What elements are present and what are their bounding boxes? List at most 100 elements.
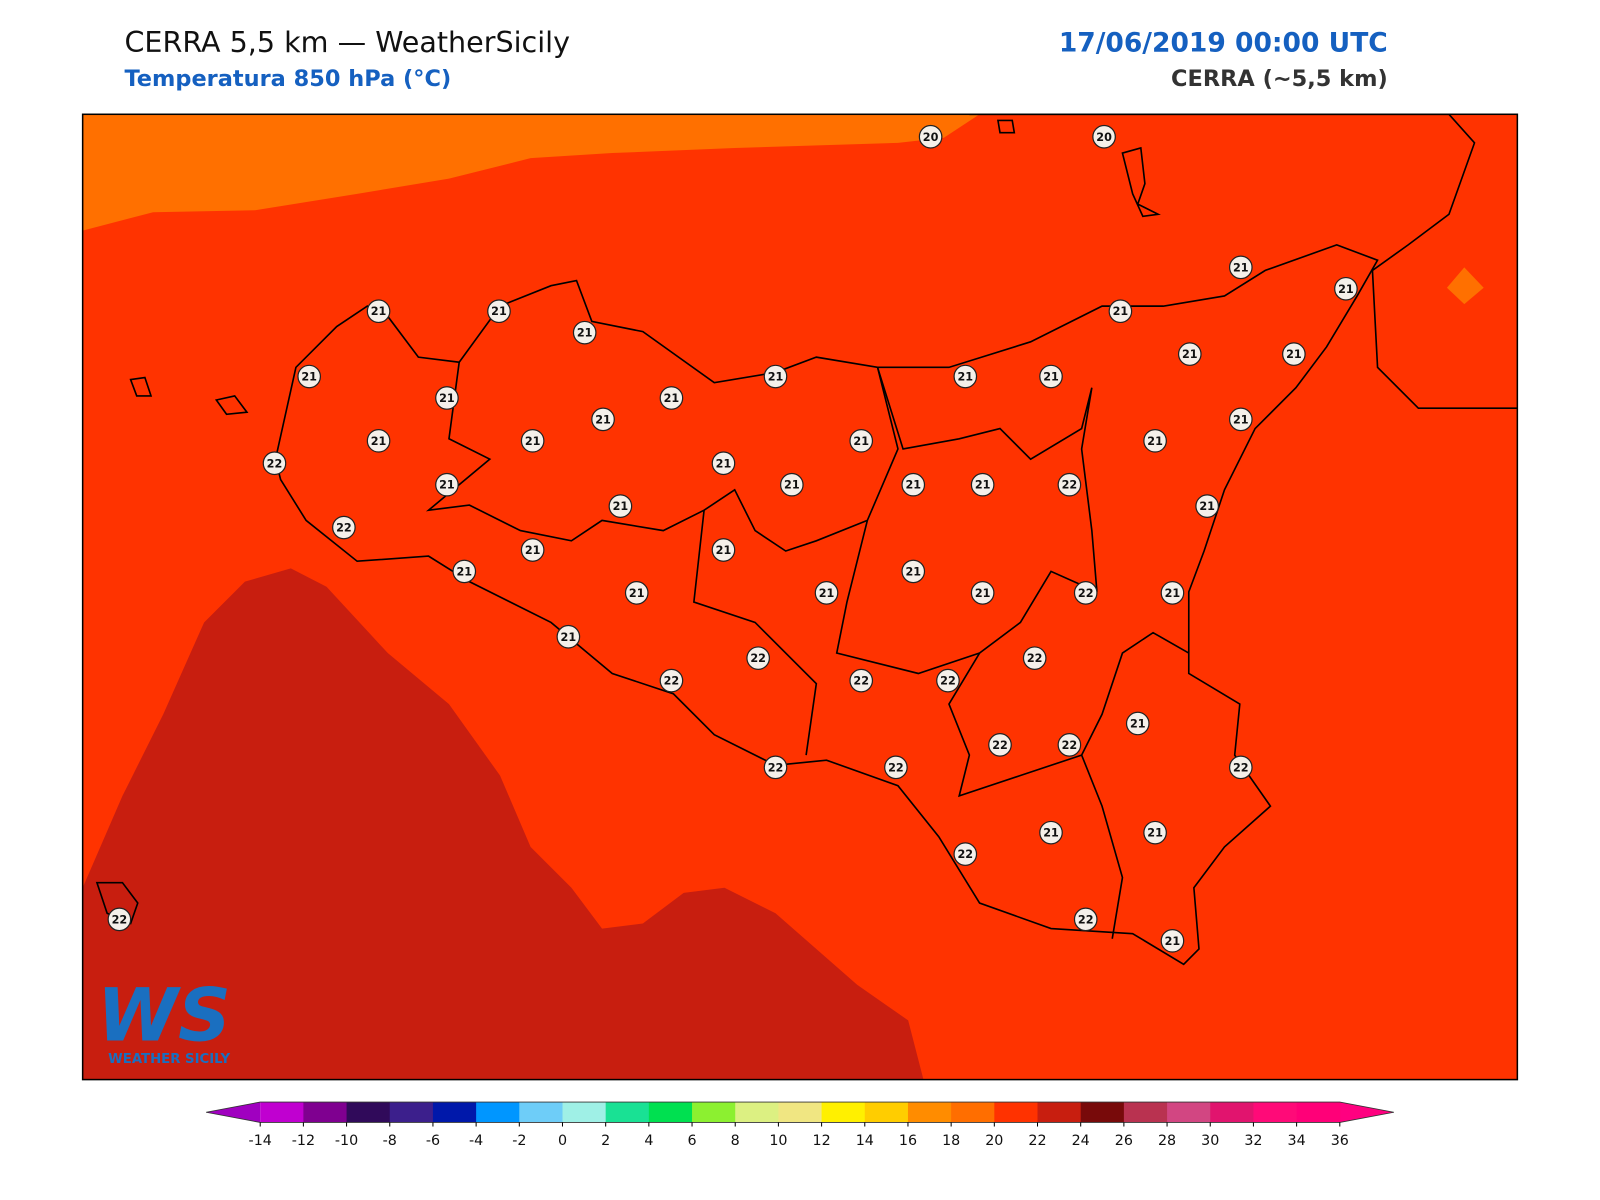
station: 21: [1282, 342, 1306, 366]
colorbar-under: [206, 1102, 261, 1123]
colorbar-tick-label: -10: [335, 1133, 358, 1149]
station-marker: [953, 842, 978, 866]
colorbar-tick-label: -12: [292, 1133, 315, 1149]
station: 22: [262, 451, 287, 476]
logo-name: WEATHER SICILY: [108, 1052, 230, 1067]
colorbar-over: [1339, 1102, 1394, 1123]
subtitle: Temperatura 850 hPa (°C): [124, 66, 451, 92]
colorbar-segment: [648, 1102, 693, 1123]
colorbar-tick-label: -8: [383, 1133, 397, 1149]
station: 21: [591, 407, 615, 432]
station-marker: [520, 428, 545, 453]
station-value: 21: [1147, 435, 1163, 448]
station-value: 21: [1182, 348, 1198, 361]
colorbar-segment: [1296, 1102, 1341, 1123]
station: 22: [1022, 646, 1047, 670]
station: 22: [746, 646, 770, 670]
colorbar-tick-label: 6: [688, 1133, 697, 1149]
station-value: 21: [1147, 827, 1163, 840]
station-value: 22: [940, 675, 956, 688]
station-value: 21: [301, 371, 317, 384]
colorbar-tick-label: 8: [731, 1133, 740, 1149]
colorbar-segment: [389, 1102, 434, 1123]
logo: WS WEATHER SICILY: [97, 973, 231, 1067]
station: 21: [901, 559, 926, 584]
colorbar-tick-label: 28: [1158, 1133, 1176, 1149]
station: 22: [1057, 733, 1082, 757]
station-marker: [763, 755, 788, 780]
station-marker: [520, 538, 545, 562]
colorbar-tick-label: 20: [985, 1133, 1003, 1149]
station: 21: [366, 428, 391, 453]
station-value: 21: [1286, 348, 1302, 361]
station: 22: [1228, 755, 1253, 780]
colorbar-tick-label: 22: [1028, 1133, 1046, 1149]
station-marker: [970, 472, 995, 497]
station-value: 21: [1165, 587, 1181, 600]
station-marker: [763, 364, 788, 389]
station: 21: [366, 299, 391, 324]
station-value: 22: [664, 675, 680, 688]
station-value: 22: [1062, 479, 1078, 492]
station-marker: [1039, 364, 1063, 389]
station: 21: [520, 538, 545, 562]
station-value: 21: [371, 435, 387, 448]
station-marker: [107, 907, 132, 932]
colorbar-segment: [476, 1102, 520, 1123]
station-value: 21: [525, 435, 541, 448]
colorbar-segment: [1080, 1102, 1125, 1123]
station-value: 21: [439, 479, 455, 492]
station-value: 22: [1078, 587, 1094, 600]
station: 22: [936, 668, 960, 693]
station-marker: [988, 733, 1012, 757]
colorbar-tick-label: 4: [644, 1133, 653, 1149]
station: 21: [711, 538, 736, 562]
colorbar-segment: [562, 1102, 607, 1123]
station-value: 21: [1165, 935, 1181, 948]
colorbar-tick-label: 34: [1288, 1133, 1306, 1149]
colorbar-segment: [778, 1102, 823, 1123]
station-marker: [953, 364, 978, 389]
colorbar-tick-label: 10: [769, 1133, 787, 1149]
colorbar-tick-label: 16: [899, 1133, 917, 1149]
station: 22: [1073, 907, 1098, 932]
colorbar-tick-label: -2: [512, 1133, 526, 1149]
stations: 20 20 21 21 21 21 21 21 21 21 21 21 21 21 21 21 21 21 21 21…: [107, 124, 1358, 953]
station: 22: [332, 515, 356, 540]
station-value: 21: [1338, 283, 1354, 296]
station-marker: [659, 668, 684, 693]
station: 21: [901, 472, 926, 497]
station-value: 21: [456, 565, 472, 578]
station: 21: [297, 364, 322, 389]
station-marker: [435, 472, 459, 497]
station-value: 22: [888, 761, 904, 774]
station-marker: [849, 428, 874, 453]
station: 21: [763, 364, 788, 389]
station-value: 21: [784, 479, 800, 492]
station-value: 22: [992, 739, 1008, 752]
station-value: 21: [957, 371, 973, 384]
station: 21: [1228, 255, 1253, 280]
colorbar-segment: [519, 1102, 563, 1123]
colorbar-segment: [735, 1102, 779, 1123]
colorbar-segment: [907, 1102, 952, 1123]
field-18-20: [82, 114, 980, 231]
station-value: 21: [664, 392, 680, 405]
colorbar-tick-label: -4: [469, 1133, 483, 1149]
station-value: 20: [1096, 131, 1112, 144]
colorbar-segment: [303, 1102, 348, 1123]
station: 21: [1177, 342, 1202, 366]
colorbar-segment: [346, 1102, 391, 1123]
station-value: 21: [1113, 305, 1129, 318]
station: 21: [849, 428, 874, 453]
station-marker: [591, 407, 615, 432]
station: 21: [1125, 711, 1150, 736]
station: 21: [556, 624, 581, 649]
station-marker: [1073, 581, 1098, 605]
station-marker: [1334, 276, 1358, 301]
station-marker: [1228, 255, 1253, 280]
station-marker: [1057, 733, 1082, 757]
map: 20 20 21 21 21 21 21 21 21 21 21 21 21 21 21 21 21 21 21 21…: [82, 114, 1518, 1080]
station-marker: [435, 386, 459, 410]
station-marker: [1108, 299, 1133, 324]
